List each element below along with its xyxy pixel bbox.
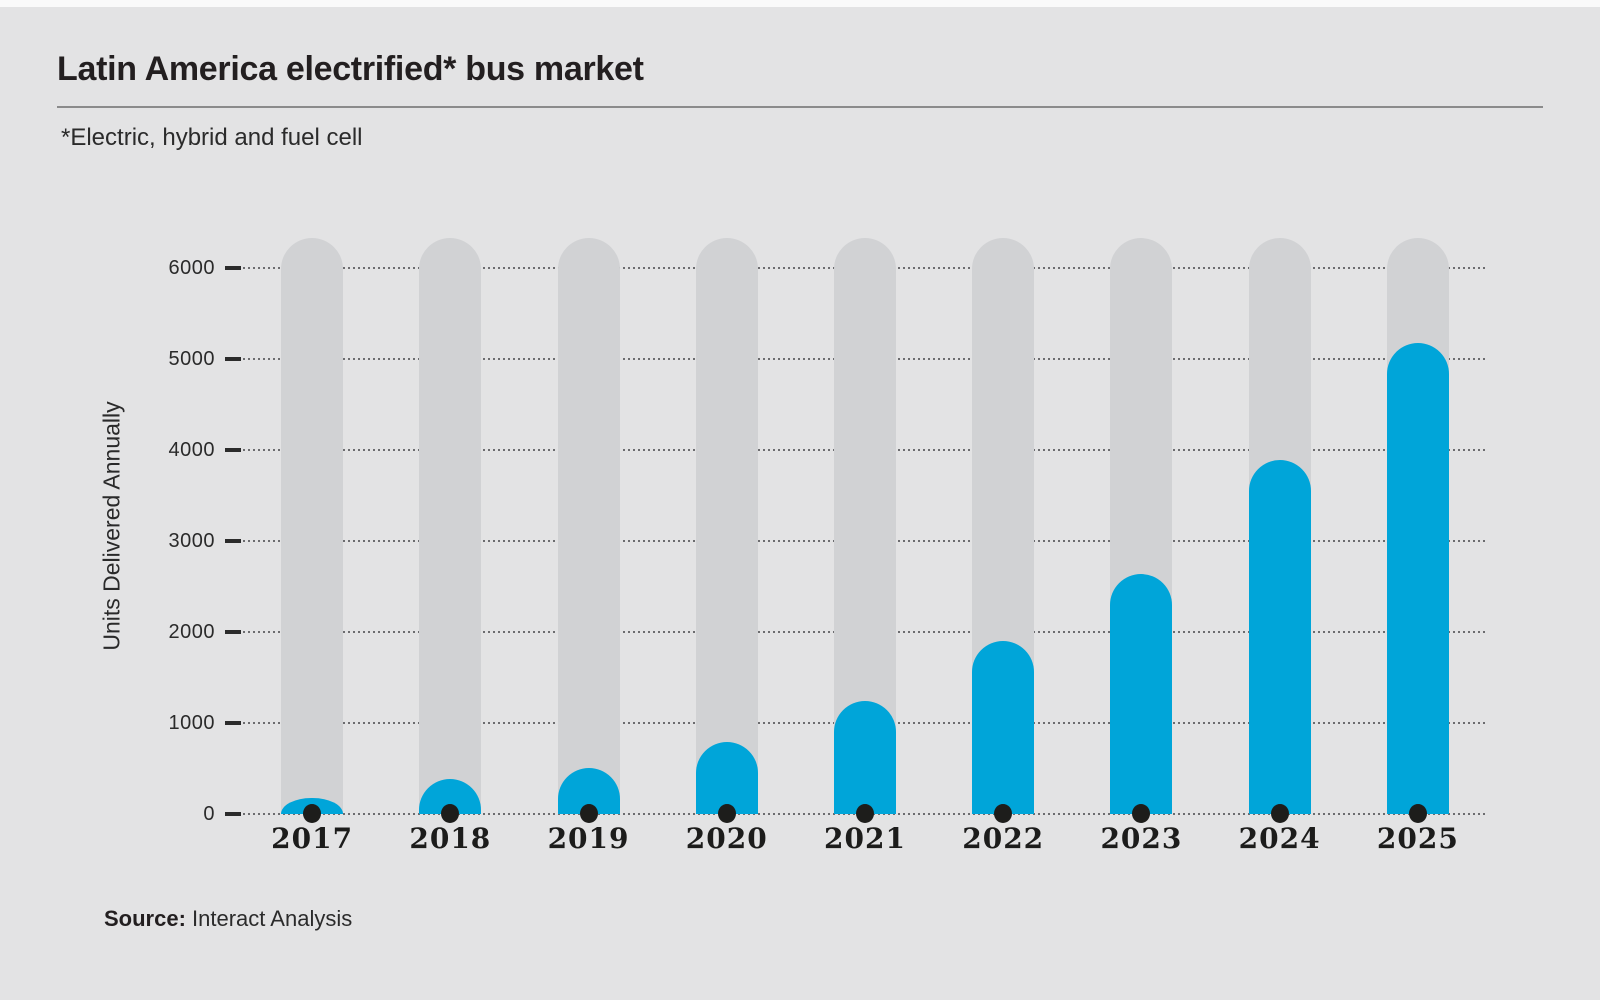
bar-2021 (833, 701, 896, 814)
baseline-dot-2019 (579, 804, 598, 823)
source-label: Source: (104, 906, 186, 931)
y-tick-dash (225, 539, 241, 543)
x-label-2021: 2021 (824, 822, 906, 855)
y-tick-2000: 2000 (0, 620, 242, 644)
y-tick-4000: 4000 (0, 438, 242, 462)
bar-track-2020 (695, 238, 758, 814)
x-label-2018: 2018 (409, 822, 492, 855)
bar-track-2018 (419, 238, 482, 814)
y-tick-6000: 6000 (0, 256, 242, 280)
source-line: Source: Interact Analysis (104, 906, 352, 932)
x-label-2023: 2023 (1100, 822, 1183, 855)
baseline-dot-2020 (717, 804, 736, 823)
chart-subtitle: *Electric, hybrid and fuel cell (61, 124, 363, 151)
bar-group-2019 (519, 238, 657, 823)
y-tick-dash (225, 266, 241, 270)
y-tick-label: 3000 (168, 530, 215, 552)
bar-group-2024 (1211, 238, 1349, 823)
x-label-2017: 2017 (271, 822, 354, 855)
y-axis: 0 1000 2000 3000 4000 5000 6000 (0, 238, 242, 825)
y-tick-label: 1000 (168, 712, 215, 734)
bar-track-2019 (557, 238, 620, 814)
bar-group-2023 (1072, 238, 1210, 823)
x-label-2019: 2019 (547, 822, 630, 855)
y-tick-5000: 5000 (0, 347, 242, 371)
source-text: Interact Analysis (185, 906, 353, 931)
bar-group-2022 (934, 238, 1072, 823)
title-divider (57, 106, 1543, 108)
y-tick-dash (225, 357, 241, 361)
plot-area (243, 238, 1487, 823)
baseline-dot-2025 (1408, 804, 1427, 823)
y-tick-label: 4000 (168, 439, 215, 461)
bars-row (243, 238, 1487, 823)
bar-2022 (972, 641, 1035, 814)
baseline-dot-2017 (303, 804, 322, 823)
x-label-2020: 2020 (685, 822, 768, 855)
baseline-dot-2023 (1132, 804, 1151, 823)
bar-group-2025 (1349, 238, 1487, 823)
bar-2024 (1248, 460, 1311, 814)
chart-title: Latin America electrified* bus market (57, 50, 644, 88)
top-strip (0, 0, 1600, 7)
bar-group-2018 (381, 238, 519, 823)
bar-group-2020 (658, 238, 796, 823)
y-tick-0: 0 (0, 802, 242, 826)
y-tick-dash (225, 630, 241, 634)
baseline-dot-2021 (855, 804, 874, 823)
y-tick-label: 2000 (168, 621, 215, 643)
y-tick-label: 0 (203, 803, 215, 825)
baseline-dot-2018 (441, 804, 460, 823)
bar-group-2021 (796, 238, 934, 823)
bar-group-2017 (243, 238, 381, 823)
y-tick-label: 6000 (168, 257, 215, 279)
bar-2020 (695, 742, 758, 814)
y-tick-dash (225, 812, 241, 816)
y-tick-dash (225, 448, 241, 452)
x-label-2024: 2024 (1238, 822, 1321, 855)
y-tick-3000: 3000 (0, 529, 242, 553)
x-label-2022: 2022 (962, 822, 1045, 855)
y-tick-label: 5000 (168, 348, 215, 370)
x-axis-labels: 2017 2018 2019 2020 2021 2022 2023 2024 2025 (243, 822, 1487, 855)
bar-track-2017 (281, 238, 344, 814)
x-label-2025: 2025 (1376, 822, 1459, 855)
y-tick-dash (225, 721, 241, 725)
baseline-dot-2022 (994, 804, 1013, 823)
bar-2025 (1386, 342, 1449, 814)
y-tick-1000: 1000 (0, 711, 242, 735)
baseline-dot-2024 (1270, 804, 1289, 823)
bar-2023 (1110, 573, 1173, 814)
